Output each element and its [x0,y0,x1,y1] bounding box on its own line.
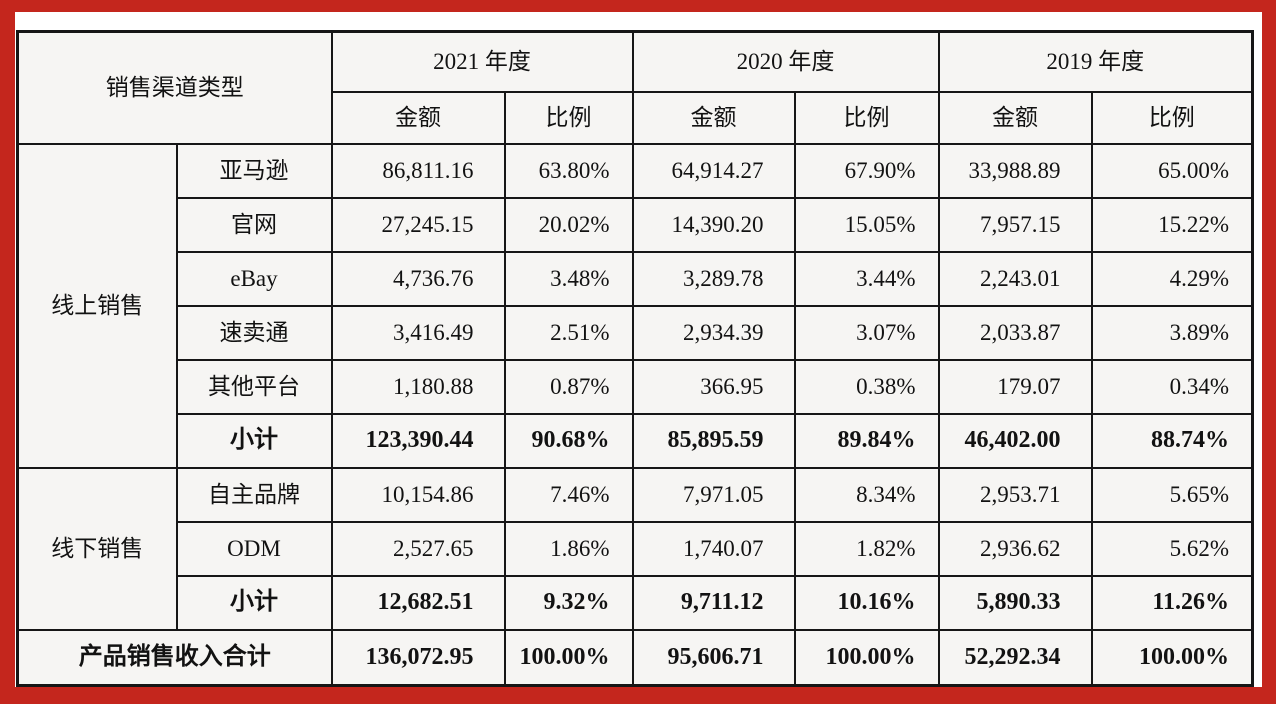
amount-cell: 2,953.71 [937,466,1093,523]
amount-cell: 136,072.95 [330,628,506,687]
ratio-cell: 7.46% [503,466,634,523]
header-year-2019: 2019 年度 [937,30,1254,93]
channel-cell: 官网 [175,196,333,253]
ratio-cell: 63.80% [503,142,634,199]
ratio-cell: 10.16% [793,574,940,631]
amount-cell: 14,390.20 [631,196,796,253]
table-row: 官网 27,245.15 20.02% 14,390.20 15.05% 7,9… [18,196,1254,253]
amount-cell: 7,971.05 [631,466,796,523]
ratio-cell: 1.82% [793,520,940,577]
amount-cell: 3,289.78 [631,250,796,307]
amount-cell: 2,934.39 [631,304,796,361]
grand-total-label: 产品销售收入合计 [16,628,333,687]
channel-cell: 自主品牌 [175,466,333,523]
ratio-cell: 0.38% [793,358,940,415]
ratio-cell: 0.34% [1090,358,1254,415]
table-row: 线上销售 亚马逊 86,811.16 63.80% 64,914.27 67.9… [16,142,1254,469]
ratio-cell: 0.87% [503,358,634,415]
ratio-cell: 88.74% [1090,412,1254,469]
amount-cell: 2,527.65 [330,520,506,577]
table-row: eBay 4,736.76 3.48% 3,289.78 3.44% 2,243… [18,250,1254,307]
amount-cell: 123,390.44 [330,412,506,469]
amount-cell: 95,606.71 [631,628,796,687]
amount-cell: 1,740.07 [631,520,796,577]
amount-cell: 12,682.51 [330,574,506,631]
header-amount-2021: 金额 [330,90,506,145]
channel-cell: eBay [175,250,333,307]
subtotal-label: 小计 [175,412,333,469]
table-row: ODM 2,527.65 1.86% 1,740.07 1.82% 2,936.… [18,520,1254,577]
amount-cell: 10,154.86 [330,466,506,523]
subtotal-row-offline: 小计 12,682.51 9.32% 9,711.12 10.16% 5,890… [18,574,1254,631]
table-header-row-years: 销售渠道类型 2021 年度 2020 年度 2019 年度 [16,30,1254,145]
channel-cell: 亚马逊 [175,142,333,199]
amount-cell: 2,936.62 [937,520,1093,577]
ratio-cell: 90.68% [503,412,634,469]
ratio-cell: 2.51% [503,304,634,361]
header-ratio-2019: 比例 [1090,90,1254,145]
channel-cell: ODM [175,520,333,577]
amount-cell: 64,914.27 [631,142,796,199]
amount-cell: 85,895.59 [631,412,796,469]
amount-cell: 7,957.15 [937,196,1093,253]
group-label-online: 线上销售 [16,142,178,469]
table-row: 其他平台 1,180.88 0.87% 366.95 0.38% 179.07 … [18,358,1254,415]
ratio-cell: 100.00% [1090,628,1254,687]
grand-total-row: 产品销售收入合计 136,072.95 100.00% 95,606.71 10… [16,628,1254,687]
group-label-offline: 线下销售 [16,466,178,631]
ratio-cell: 15.05% [793,196,940,253]
ratio-cell: 5.65% [1090,466,1254,523]
header-ratio-2021: 比例 [503,90,634,145]
amount-cell: 2,243.01 [937,250,1093,307]
table-row: 线下销售 自主品牌 10,154.86 7.46% 7,971.05 8.34%… [16,466,1254,631]
ratio-cell: 67.90% [793,142,940,199]
amount-cell: 33,988.89 [937,142,1093,199]
amount-cell: 2,033.87 [937,304,1093,361]
header-year-2020: 2020 年度 [631,30,940,93]
ratio-cell: 3.44% [793,250,940,307]
ratio-cell: 20.02% [503,196,634,253]
amount-cell: 46,402.00 [937,412,1093,469]
ratio-cell: 4.29% [1090,250,1254,307]
header-amount-2020: 金额 [631,90,796,145]
ratio-cell: 15.22% [1090,196,1254,253]
amount-cell: 366.95 [631,358,796,415]
amount-cell: 86,811.16 [330,142,506,199]
header-amount-2019: 金额 [937,90,1093,145]
subtotal-row-online: 小计 123,390.44 90.68% 85,895.59 89.84% 46… [18,412,1254,469]
header-channel-type: 销售渠道类型 [16,30,333,145]
ratio-cell: 89.84% [793,412,940,469]
amount-cell: 52,292.34 [937,628,1093,687]
amount-cell: 1,180.88 [330,358,506,415]
header-ratio-2020: 比例 [793,90,940,145]
sales-channel-revenue-table: 销售渠道类型 2021 年度 2020 年度 2019 年度 金额 比例 金额 … [16,30,1254,687]
table-row: 速卖通 3,416.49 2.51% 2,934.39 3.07% 2,033.… [18,304,1254,361]
amount-cell: 4,736.76 [330,250,506,307]
ratio-cell: 3.07% [793,304,940,361]
amount-cell: 27,245.15 [330,196,506,253]
ratio-cell: 5.62% [1090,520,1254,577]
ratio-cell: 8.34% [793,466,940,523]
ratio-cell: 3.48% [503,250,634,307]
ratio-cell: 100.00% [503,628,634,687]
amount-cell: 5,890.33 [937,574,1093,631]
ratio-cell: 65.00% [1090,142,1254,199]
ratio-cell: 11.26% [1090,574,1254,631]
header-year-2021: 2021 年度 [330,30,634,93]
amount-cell: 179.07 [937,358,1093,415]
channel-cell: 速卖通 [175,304,333,361]
ratio-cell: 1.86% [503,520,634,577]
channel-cell: 其他平台 [175,358,333,415]
amount-cell: 3,416.49 [330,304,506,361]
table-header-row-metrics: 金额 比例 金额 比例 金额 比例 [18,90,1254,145]
amount-cell: 9,711.12 [631,574,796,631]
ratio-cell: 9.32% [503,574,634,631]
subtotal-label: 小计 [175,574,333,631]
ratio-cell: 100.00% [793,628,940,687]
ratio-cell: 3.89% [1090,304,1254,361]
